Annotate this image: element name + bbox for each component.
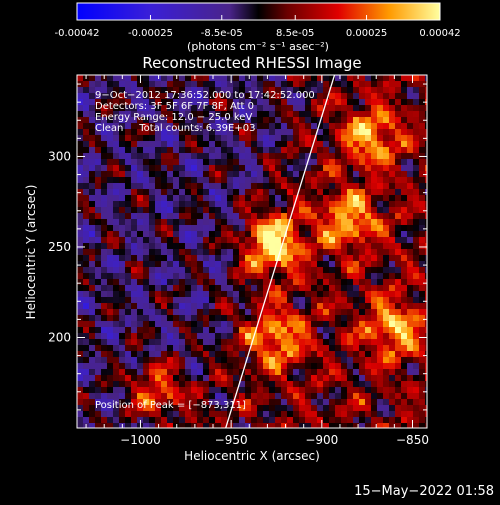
heatmap-image	[77, 75, 427, 428]
colorbar-tick-label: -0.00042	[55, 28, 100, 39]
plot-title: Reconstructed RHESSI Image	[142, 54, 361, 72]
annotation-line: 9−Oct−2012 17:36:52.000 to 17:42:52.000	[95, 90, 315, 101]
colorbar-tick-label: 0.00042	[419, 28, 460, 39]
colorbar-tick-label: -0.00025	[128, 28, 173, 39]
colorbar-tick-label: 8.5e-05	[276, 28, 314, 39]
annotation-line: Clean Total counts: 6.39E+03	[95, 123, 255, 134]
x-tick-label: −850	[396, 433, 429, 447]
x-tick-label: −950	[215, 433, 248, 447]
x-tick-label: −1000	[120, 433, 161, 447]
x-axis-label: Heliocentric X (arcsec)	[184, 449, 320, 463]
annotation-line: Energy Range: 12.0 − 25.0 keV	[95, 112, 252, 123]
colorbar-units-label: (photons cm⁻² s⁻¹ asec⁻²)	[187, 40, 329, 53]
footer-date: 15−May−2022 01:58	[354, 484, 494, 499]
peak-position-text: Position of Peak = [−873,311]	[95, 400, 246, 411]
x-tick-label: −900	[305, 433, 338, 447]
annotations: 9−Oct−2012 17:36:52.000 to 17:42:52.000D…	[95, 90, 315, 134]
colorbar-ticks: -0.00042 -0.00025 -8.5e-05 8.5e-05 0.00025 0.…	[55, 15, 461, 39]
colorbar	[76, 2, 441, 21]
y-axis-label: Heliocentric Y (arcsec)	[24, 185, 38, 320]
y-tick-label: 200	[48, 330, 71, 344]
y-tick-label: 300	[48, 149, 71, 163]
axis-ticks: −1000 −950 −900 −850 200 250 300	[48, 75, 429, 447]
colorbar-tick-label: -8.5e-05	[201, 28, 243, 39]
plot-frame	[76, 74, 428, 429]
annotation-line: Detectors: 3F 5F 6F 7F 8F, Att 0	[95, 101, 254, 112]
solar-limb-line	[225, 75, 336, 428]
y-tick-label: 250	[48, 240, 71, 254]
colorbar-tick-label: 0.00025	[346, 28, 387, 39]
